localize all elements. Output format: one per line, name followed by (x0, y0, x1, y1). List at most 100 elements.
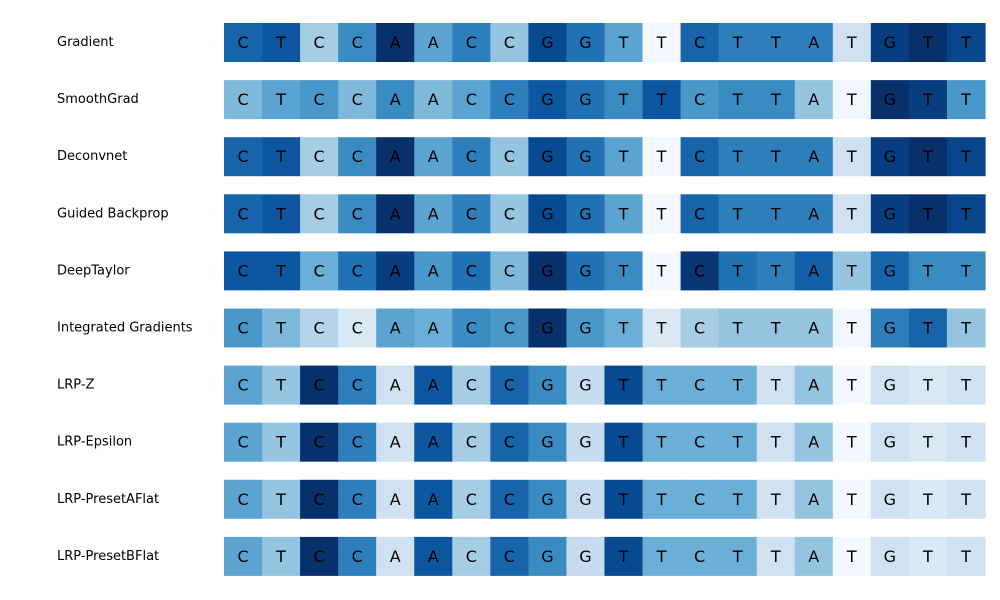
heatmap-cell (300, 137, 339, 177)
nucleotide-label: T (770, 490, 781, 509)
heatmap-row-integrated-gradients: Integrated Gradients C T C C A A C C G G T T C T T A T G T T (57, 308, 986, 348)
heatmap-cell (566, 194, 606, 234)
heatmap-cell (376, 194, 415, 234)
heatmap-cell (262, 194, 301, 234)
heatmap-cell (338, 80, 377, 120)
nucleotide-label: T (732, 90, 743, 109)
heatmap-cell (452, 194, 491, 234)
nucleotide-label: A (390, 90, 401, 109)
nucleotide-label: A (808, 547, 819, 566)
nucleotide-label: C (352, 490, 363, 509)
nucleotide-label: G (579, 204, 591, 223)
heatmap-cell (300, 536, 339, 576)
heatmap-cell (452, 251, 491, 291)
nucleotide-label: T (732, 147, 743, 166)
nucleotide-label: G (579, 33, 591, 52)
nucleotide-label: C (466, 147, 477, 166)
nucleotide-label: A (390, 147, 401, 166)
heatmap-cell (946, 194, 986, 234)
heatmap-cell (566, 308, 606, 348)
nucleotide-label: A (808, 147, 819, 166)
nucleotide-label: T (960, 319, 971, 338)
heatmap-cell (300, 80, 339, 120)
heatmap-cell (414, 137, 453, 177)
heatmap-cell (262, 422, 301, 462)
heatmap-cell (528, 308, 568, 348)
heatmap-cell (338, 365, 377, 405)
nucleotide-label: A (428, 33, 439, 52)
heatmap-row-lrp-z: LRP-Z C T C C A A C C G G T T C T T A T G T T (57, 365, 986, 405)
nucleotide-label: G (884, 547, 896, 566)
nucleotide-label: C (352, 147, 363, 166)
heatmap-cell (528, 422, 568, 462)
heatmap-cell (262, 23, 301, 62)
nucleotide-label: C (694, 90, 705, 109)
method-label: SmoothGrad (57, 92, 139, 107)
nucleotide-label: T (770, 319, 781, 338)
heatmap-cell (946, 23, 986, 62)
nucleotide-label: T (732, 33, 743, 52)
heatmap-cell (832, 137, 872, 177)
heatmap-cell (680, 479, 720, 519)
nucleotide-label: C (504, 147, 515, 166)
nucleotide-label: C (314, 490, 325, 509)
nucleotide-label: G (884, 490, 896, 509)
nucleotide-label: C (466, 547, 477, 566)
nucleotide-label: A (808, 490, 819, 509)
nucleotide-label: T (846, 90, 857, 109)
heatmap-cell (262, 137, 301, 177)
nucleotide-label: A (428, 147, 439, 166)
nucleotide-label: C (237, 33, 248, 52)
heatmap-cell (794, 194, 834, 234)
heatmap-cell (946, 137, 986, 177)
method-label: DeepTaylor (57, 263, 130, 278)
nucleotide-label: T (770, 33, 781, 52)
heatmap-cell (870, 308, 910, 348)
heatmap-cell (832, 80, 872, 120)
nucleotide-label: T (618, 147, 629, 166)
nucleotide-label: T (922, 433, 933, 452)
heatmap-cell (490, 23, 529, 62)
nucleotide-label: T (846, 204, 857, 223)
heatmap-cell (300, 422, 339, 462)
heatmap-cell (376, 308, 415, 348)
nucleotide-label: T (275, 33, 286, 52)
heatmap-cell (642, 365, 682, 405)
heatmap-cell (946, 422, 986, 462)
heatmap-cell (262, 80, 301, 120)
nucleotide-label: C (694, 433, 705, 452)
nucleotide-label: T (770, 376, 781, 395)
nucleotide-label: G (884, 90, 896, 109)
method-label: Guided Backprop (57, 206, 169, 221)
heatmap-cell (870, 23, 910, 62)
heatmap-cell (224, 23, 263, 62)
heatmap-row-lrp-presetbflat: LRP-PresetBFlat C T C C A A C C G G T T C T T A T G T T (57, 536, 986, 576)
heatmap-cell (718, 479, 758, 519)
heatmap-cell (300, 23, 339, 62)
heatmap-cell (604, 479, 644, 519)
heatmap-cell (680, 365, 720, 405)
nucleotide-label: T (656, 433, 667, 452)
heatmap-cell (680, 536, 720, 576)
heatmap-cell (414, 536, 453, 576)
heatmap-cell (832, 422, 872, 462)
nucleotide-label: A (390, 319, 401, 338)
nucleotide-label: C (237, 90, 248, 109)
heatmap-cell (756, 365, 796, 405)
heatmap-cell (832, 251, 872, 291)
nucleotide-label: C (466, 204, 477, 223)
heatmap-cell (528, 80, 568, 120)
nucleotide-label: T (846, 147, 857, 166)
heatmap-cell (832, 365, 872, 405)
nucleotide-label: T (846, 547, 857, 566)
heatmap-cell (756, 137, 796, 177)
heatmap-cell (414, 194, 453, 234)
heatmap-cell (642, 194, 682, 234)
nucleotide-label: C (352, 319, 363, 338)
heatmap-cell (338, 137, 377, 177)
heatmap-cell (224, 137, 263, 177)
nucleotide-label: G (541, 147, 553, 166)
nucleotide-label: T (732, 261, 743, 280)
heatmap-cell (642, 137, 682, 177)
nucleotide-label: G (884, 204, 896, 223)
